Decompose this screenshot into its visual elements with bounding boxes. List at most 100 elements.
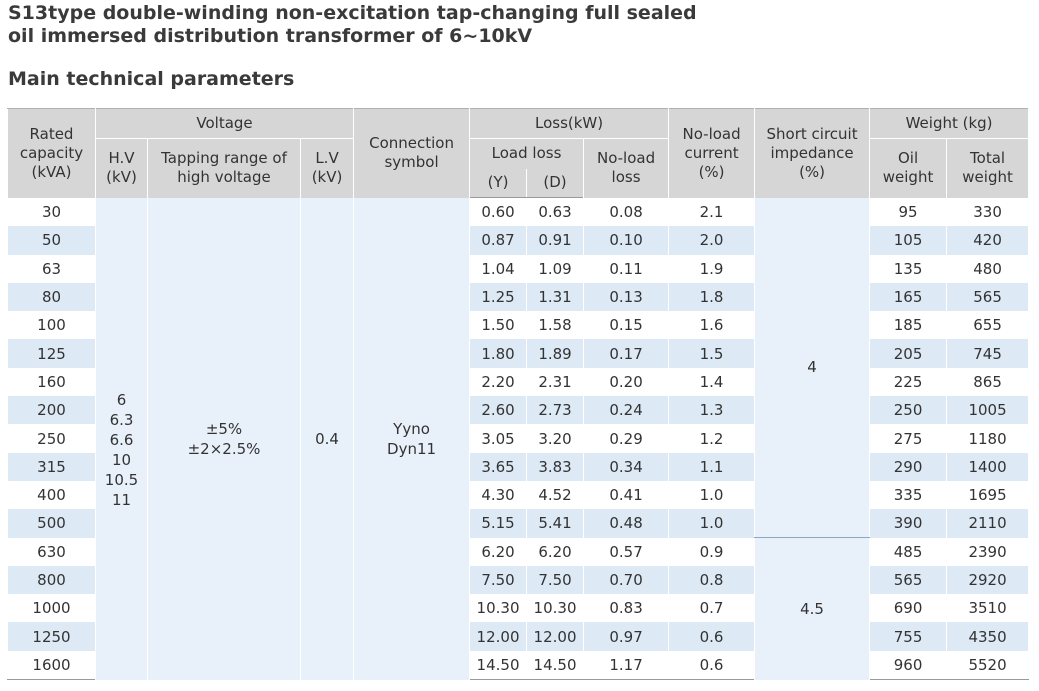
total-weight-cell: 1400 <box>946 452 1030 481</box>
load-loss-y-cell: 1.50 <box>469 311 528 340</box>
header-load-loss-y: (Y) <box>469 168 528 198</box>
document-title: S13type double-winding non-excitation ta… <box>8 2 697 48</box>
load-loss-y-cell: 1.80 <box>469 339 528 368</box>
header-load-loss-d: (D) <box>526 168 585 198</box>
noload-current-cell: 1.4 <box>668 367 756 397</box>
noload-current-cell: 0.6 <box>668 650 756 681</box>
table-row: 200 2.60 2.73 0.24 1.3 250 1005 <box>7 396 1030 425</box>
title-line-1: S13type double-winding non-excitation ta… <box>8 2 697 24</box>
total-weight-cell: 565 <box>946 282 1030 312</box>
load-loss-d-cell: 7.50 <box>526 565 585 595</box>
load-loss-y-cell: 0.87 <box>469 226 528 255</box>
total-weight-cell: 2920 <box>946 565 1030 595</box>
rated-capacity-cell: 250 <box>7 424 96 453</box>
oil-weight-cell: 105 <box>869 226 948 255</box>
noload-current-cell: 1.2 <box>668 424 756 453</box>
header-hv: H.V (kV) <box>95 138 148 198</box>
noload-current-cell: 2.0 <box>668 226 756 255</box>
table-row: 800 7.50 7.50 0.70 0.8 565 2920 <box>7 565 1030 595</box>
noload-current-cell: 0.7 <box>668 594 756 623</box>
rated-capacity-cell: 63 <box>7 254 96 283</box>
table-row: 63 1.04 1.09 0.11 1.9 135 480 <box>7 254 1030 283</box>
load-loss-y-cell: 2.20 <box>469 367 528 397</box>
noload-loss-cell: 0.41 <box>583 480 670 510</box>
oil-weight-cell: 755 <box>869 622 948 651</box>
oil-weight-cell: 205 <box>869 339 948 368</box>
noload-loss-cell: 0.10 <box>583 226 670 255</box>
load-loss-y-cell: 3.65 <box>469 452 528 481</box>
header-short-circuit-impedance: Short circuit impedance (%) <box>754 108 871 198</box>
load-loss-d-cell: 0.63 <box>526 197 585 227</box>
lv-merged-cell: 0.4 <box>299 197 355 680</box>
table-row: 250 3.05 3.20 0.29 1.2 275 1180 <box>7 424 1030 453</box>
noload-loss-cell: 0.11 <box>583 254 670 283</box>
oil-weight-cell: 250 <box>869 396 948 425</box>
table-row: 50 0.87 0.91 0.10 2.0 105 420 <box>7 226 1030 255</box>
load-loss-d-cell: 10.30 <box>526 594 585 623</box>
load-loss-d-cell: 1.89 <box>526 339 585 368</box>
total-weight-cell: 480 <box>946 254 1030 283</box>
noload-loss-cell: 0.20 <box>583 367 670 397</box>
noload-current-cell: 1.0 <box>668 480 756 510</box>
total-weight-cell: 2110 <box>946 509 1030 538</box>
noload-loss-cell: 0.83 <box>583 594 670 623</box>
technical-parameters-table: Rated capacity (kVA) Voltage Connection … <box>7 108 1030 681</box>
short-circuit-impedance-cell-a: 4 <box>754 197 871 539</box>
header-weight: Weight (kg) <box>869 108 1030 139</box>
noload-current-cell: 1.3 <box>668 396 756 425</box>
oil-weight-cell: 185 <box>869 311 948 340</box>
load-loss-d-cell: 2.31 <box>526 367 585 397</box>
rated-capacity-cell: 315 <box>7 452 96 481</box>
load-loss-d-cell: 5.41 <box>526 509 585 538</box>
header-tapping-range: Tapping range of high voltage <box>147 138 301 198</box>
noload-loss-cell: 0.34 <box>583 452 670 481</box>
oil-weight-cell: 165 <box>869 282 948 312</box>
load-loss-y-cell: 12.00 <box>469 622 528 651</box>
noload-loss-cell: 0.70 <box>583 565 670 595</box>
noload-loss-cell: 0.57 <box>583 537 670 566</box>
rated-capacity-cell: 160 <box>7 367 96 397</box>
tapping-range-merged-cell: ±5% ±2×2.5% <box>147 197 301 680</box>
total-weight-cell: 1005 <box>946 396 1030 425</box>
noload-current-cell: 1.5 <box>668 339 756 368</box>
load-loss-d-cell: 4.52 <box>526 480 585 510</box>
table-body: 30 6 6.3 6.6 10 10.5 11 ±5% ±2×2.5% 0.4 Yyno Dyn11 0… <box>7 197 1030 681</box>
rated-capacity-cell: 1250 <box>7 622 96 651</box>
load-loss-y-cell: 7.50 <box>469 565 528 595</box>
noload-loss-cell: 0.15 <box>583 311 670 340</box>
oil-weight-cell: 290 <box>869 452 948 481</box>
table-row: 125 1.80 1.89 0.17 1.5 205 745 <box>7 339 1030 368</box>
noload-current-cell: 2.1 <box>668 197 756 227</box>
table-row: 160 2.20 2.31 0.20 1.4 225 865 <box>7 367 1030 397</box>
title-line-2: oil immersed distribution transformer of… <box>8 25 533 47</box>
header-total-weight: Total weight <box>946 138 1030 198</box>
load-loss-y-cell: 1.04 <box>469 254 528 283</box>
oil-weight-cell: 690 <box>869 594 948 623</box>
header-voltage: Voltage <box>94 108 355 139</box>
header-oil-weight: Oil weight <box>869 138 948 198</box>
rated-capacity-cell: 1600 <box>7 650 96 681</box>
rated-capacity-cell: 630 <box>7 537 96 566</box>
table-row: 80 1.25 1.31 0.13 1.8 165 565 <box>7 282 1030 312</box>
load-loss-d-cell: 2.73 <box>526 396 585 425</box>
total-weight-cell: 745 <box>946 339 1030 368</box>
rated-capacity-cell: 200 <box>7 396 96 425</box>
oil-weight-cell: 135 <box>869 254 948 283</box>
rated-capacity-cell: 80 <box>7 282 96 312</box>
noload-current-cell: 1.8 <box>668 282 756 312</box>
rated-capacity-cell: 125 <box>7 339 96 368</box>
short-circuit-impedance-cell-b: 4.5 <box>754 537 871 680</box>
table-row: 30 6 6.3 6.6 10 10.5 11 ±5% ±2×2.5% 0.4 Yyno Dyn11 0… <box>7 197 1030 680</box>
total-weight-cell: 1180 <box>946 424 1030 453</box>
total-weight-cell: 2390 <box>946 537 1030 566</box>
connection-symbol-merged-cell: Yyno Dyn11 <box>353 197 471 680</box>
table-row: 1250 12.00 12.00 0.97 0.6 755 4350 <box>7 622 1030 651</box>
oil-weight-cell: 390 <box>869 509 948 538</box>
noload-loss-cell: 0.97 <box>583 622 670 651</box>
total-weight-cell: 1695 <box>946 480 1030 510</box>
section-heading: Main technical parameters <box>8 68 295 90</box>
table-row: 630 6.20 6.20 0.57 0.9 4.5 485 2390 <box>7 537 1030 680</box>
noload-loss-cell: 0.17 <box>583 339 670 368</box>
total-weight-cell: 655 <box>946 311 1030 340</box>
oil-weight-cell: 485 <box>869 537 948 566</box>
